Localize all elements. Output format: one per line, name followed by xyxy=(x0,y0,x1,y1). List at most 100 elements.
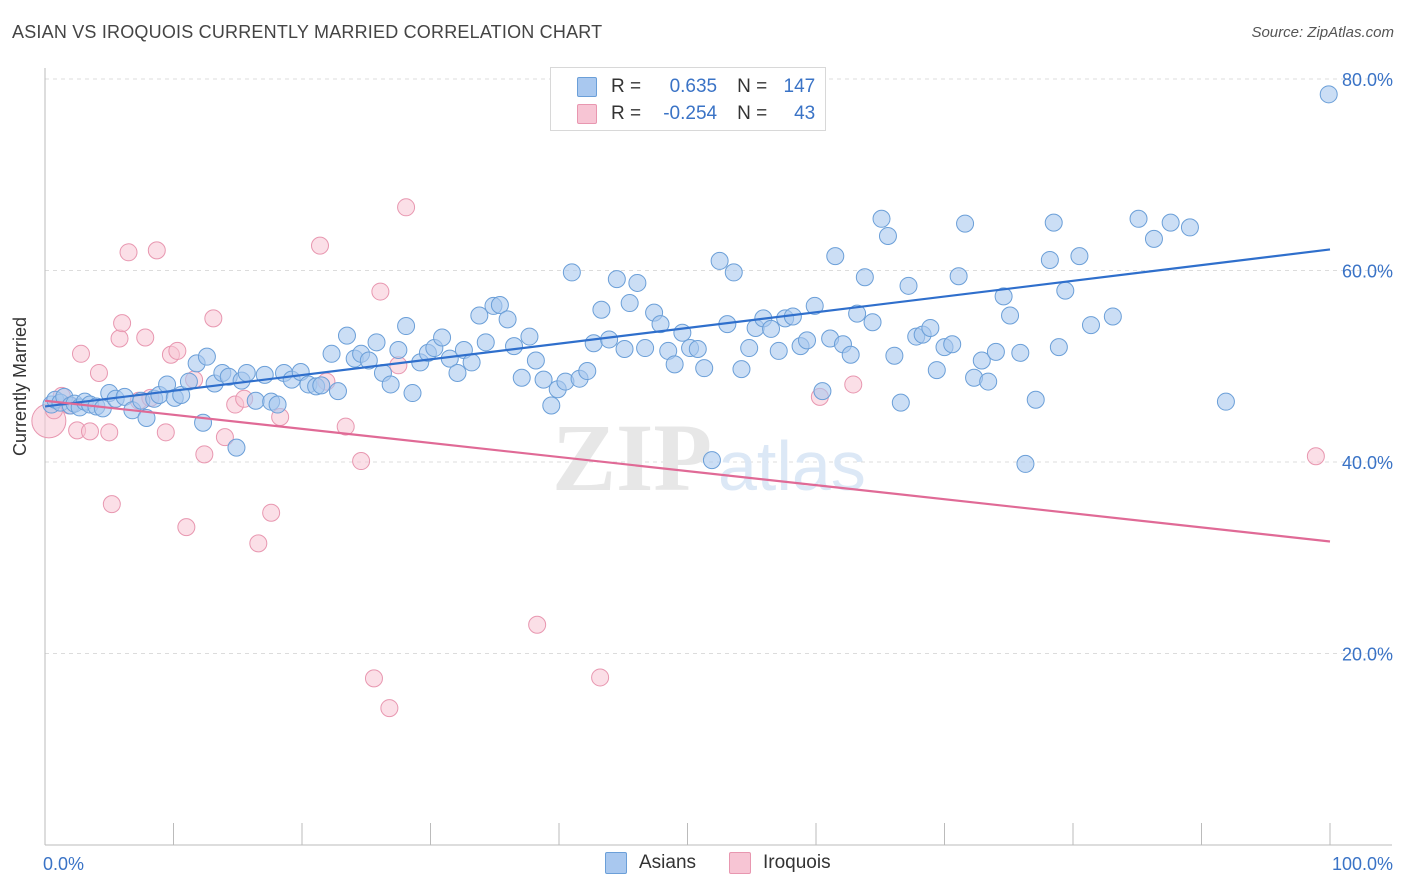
asians-point xyxy=(397,317,416,336)
iroquois-point xyxy=(371,282,390,301)
asians-point xyxy=(403,384,422,403)
iroquois-point xyxy=(215,428,234,447)
asians-point xyxy=(927,361,946,380)
iroquois-point xyxy=(100,423,119,442)
asians-point xyxy=(367,333,386,352)
x-tick-label: 0.0% xyxy=(43,854,84,874)
n-label: N = xyxy=(737,103,768,124)
asians-point xyxy=(600,330,619,349)
asians-point xyxy=(337,326,356,345)
iroquois-point xyxy=(177,518,196,537)
iroquois-point xyxy=(262,503,281,522)
asians-point xyxy=(1011,343,1030,362)
asians-point xyxy=(986,342,1005,361)
iroquois-point xyxy=(336,417,355,436)
asians-point xyxy=(246,391,265,410)
asians-swatch-icon xyxy=(577,77,597,97)
asians-point xyxy=(562,263,581,282)
r-value: -0.254 xyxy=(663,103,718,124)
y-tick-label: 80.0% xyxy=(1342,70,1393,90)
y-axis-label: Currently Married xyxy=(10,316,30,456)
asians-point xyxy=(710,251,729,270)
asians-point xyxy=(179,372,198,391)
legend-label-iroquois: Iroquois xyxy=(763,852,831,873)
asians-point xyxy=(899,276,918,295)
asians-point xyxy=(542,396,561,415)
asians-point xyxy=(848,304,867,323)
asians-point xyxy=(620,294,639,313)
asians-point xyxy=(512,368,531,387)
asians-point xyxy=(448,363,467,382)
asians-point xyxy=(359,351,378,370)
asians-point xyxy=(433,328,452,347)
asians-point xyxy=(490,295,509,314)
asians-point xyxy=(476,333,495,352)
watermark-atlas: atlas xyxy=(718,427,866,505)
asians-point xyxy=(1040,250,1059,269)
asians-point xyxy=(921,318,940,337)
iroquois-points xyxy=(31,198,1325,718)
n-label: N = xyxy=(737,76,768,97)
iroquois-point xyxy=(310,236,329,255)
asians-point xyxy=(949,267,968,286)
asians-point xyxy=(972,351,991,370)
iroquois-point xyxy=(352,452,371,471)
watermark-zip: ZIP xyxy=(552,404,712,511)
iroquois-point xyxy=(389,356,408,375)
iroquois-point xyxy=(380,699,399,718)
y-tick-label: 60.0% xyxy=(1342,262,1393,282)
asians-point xyxy=(872,209,891,228)
asians-point xyxy=(584,334,603,353)
asians-point xyxy=(798,331,817,350)
watermark: ZIP atlas xyxy=(552,404,866,511)
iroquois-point xyxy=(119,243,138,262)
iroquois-swatch-icon xyxy=(729,852,751,874)
asians-point xyxy=(891,393,910,412)
asians-point xyxy=(1044,213,1063,232)
asians-point xyxy=(885,346,904,365)
n-value: 43 xyxy=(794,103,816,124)
iroquois-point xyxy=(195,445,214,464)
asians-point xyxy=(943,335,962,354)
asians-point xyxy=(1070,247,1089,266)
legend-item-asians[interactable]: Asians xyxy=(605,852,696,874)
asians-point xyxy=(268,395,287,414)
iroquois-point xyxy=(204,309,223,328)
iroquois-point xyxy=(249,534,268,553)
iroquois-point xyxy=(102,495,121,514)
asians-point xyxy=(1026,390,1045,409)
asians-point xyxy=(636,339,655,358)
asians-point xyxy=(1103,307,1122,326)
r-label: R = xyxy=(611,76,642,97)
y-tick-label: 40.0% xyxy=(1342,453,1393,473)
asians-point xyxy=(1001,306,1020,325)
iroquois-point xyxy=(844,375,863,394)
iroquois-point xyxy=(71,344,90,363)
iroquois-point xyxy=(110,329,129,348)
asians-point xyxy=(470,306,489,325)
asians-point xyxy=(312,376,331,395)
iroquois-swatch-icon xyxy=(577,104,597,124)
chart-title: ASIAN VS IROQUOIS CURRENTLY MARRIED CORR… xyxy=(12,22,603,42)
tick-labels: 20.0% 40.0% 60.0% 80.0% 0.0% 100.0% xyxy=(43,70,1393,874)
asians-point xyxy=(615,340,634,359)
asians-point xyxy=(607,270,626,289)
asians-point xyxy=(462,353,481,372)
asians-point xyxy=(137,408,156,427)
asians-point xyxy=(740,339,759,358)
iroquois-point xyxy=(80,422,99,441)
iroquois-point xyxy=(1306,447,1325,466)
asians-point xyxy=(1144,229,1163,248)
asians-point xyxy=(197,347,216,366)
asians-swatch-icon xyxy=(605,852,627,874)
asians-point xyxy=(702,451,721,470)
asians-point xyxy=(994,287,1013,306)
asians-point xyxy=(628,273,647,292)
source-credit: Source: ZipAtlas.com xyxy=(1251,24,1394,41)
stats-legend: R = 0.635 N = 147 R = -0.254 N = 43 xyxy=(550,67,826,131)
asians-point xyxy=(826,247,845,266)
legend-label-asians: Asians xyxy=(639,852,697,873)
legend-item-iroquois[interactable]: Iroquois xyxy=(729,852,831,874)
asians-point xyxy=(1049,338,1068,357)
asians-point xyxy=(158,375,177,394)
